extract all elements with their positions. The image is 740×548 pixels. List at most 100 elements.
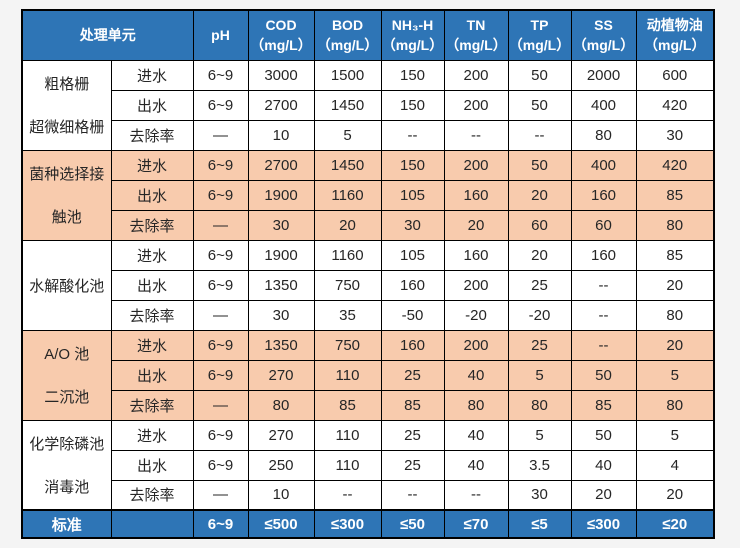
data-cell-cod: 80 — [247, 389, 315, 421]
phase-cell: 去除率 — [110, 389, 194, 421]
data-cell-tn: -- — [443, 479, 509, 511]
data-cell-tp: 30 — [507, 479, 572, 511]
phase-cell: 进水 — [110, 239, 194, 271]
data-cell-nh3-h: -- — [380, 119, 445, 151]
header-row: 处理单元 pH COD （mg/L） BOD （mg/L） NH₃-H （mg/L） TN （mg… — [21, 9, 715, 61]
ph-cell: 6~9 — [192, 419, 249, 451]
table-body: 粗格栅 超微细格栅 进水 6~9 3000 1500 150 200 50 2000 600 出水 6~… — [21, 59, 715, 539]
treatment-data-table: 处理单元 pH COD （mg/L） BOD （mg/L） NH₃-H （mg/L） TN （mg… — [21, 9, 715, 539]
data-cell-tn: 200 — [443, 59, 509, 91]
data-cell-bod: 750 — [313, 269, 382, 301]
data-cell-bod: 1160 — [313, 179, 382, 211]
data-cell-oil: 80 — [635, 299, 715, 331]
data-cell-cod: 270 — [247, 359, 315, 391]
data-cell-ss: 400 — [570, 149, 637, 181]
header-col-tp: TP （mg/L） — [507, 9, 572, 61]
ph-cell: 6~9 — [192, 269, 249, 301]
unit-name-line: 超微细格栅 — [29, 119, 105, 136]
header-col-ss: SS （mg/L） — [570, 9, 637, 61]
data-cell-oil: 4 — [635, 449, 715, 481]
data-cell-tn: -20 — [443, 299, 509, 331]
header-treatment-unit: 处理单元 — [21, 9, 194, 61]
data-cell-tp: 3.5 — [507, 449, 572, 481]
data-row: 菌种选择接 触池 进水 6~9 2700 1450 150 200 50 400 420 — [21, 149, 715, 241]
table-header: 处理单元 pH COD （mg/L） BOD （mg/L） NH₃-H （mg/L） TN （mg… — [21, 9, 715, 61]
data-cell-cod: 1900 — [247, 179, 315, 211]
data-cell-bod: 750 — [313, 329, 382, 361]
ph-cell: 6~9 — [192, 149, 249, 181]
standard-empty-cell — [110, 509, 194, 539]
data-cell-cod: 1900 — [247, 239, 315, 271]
unit-name-line: 二沉池 — [44, 389, 90, 406]
data-cell-oil: 20 — [635, 269, 715, 301]
unit-cell: 粗格栅 超微细格栅 — [21, 59, 112, 151]
phase-cell: 进水 — [110, 329, 194, 361]
phase-cell: 出水 — [110, 269, 194, 301]
data-cell-tn: -- — [443, 119, 509, 151]
header-param-unit: （mg/L） — [250, 37, 312, 54]
data-cell-bod: 110 — [313, 419, 382, 451]
data-cell-oil: 420 — [635, 149, 715, 181]
data-cell-ss: 160 — [570, 179, 637, 211]
header-param-unit: （mg/L） — [508, 37, 571, 54]
unit-name-line: 化学除磷池 — [29, 435, 105, 453]
data-cell-ss: -- — [570, 329, 637, 361]
unit-name: A/O 池二沉池 — [23, 332, 110, 418]
standard-row: 标准 6~9 ≤500 ≤300 ≤50 ≤70 ≤5 ≤300 ≤20 — [21, 509, 715, 539]
data-cell-ss: 2000 — [570, 59, 637, 91]
ph-cell: — — [192, 479, 249, 511]
data-cell-tn: 40 — [443, 419, 509, 451]
data-cell-tp: 60 — [507, 209, 572, 241]
data-cell-cod: 30 — [247, 299, 315, 331]
unit-name-line: 消毒池 — [44, 478, 90, 496]
data-cell-bod: 1450 — [313, 149, 382, 181]
data-cell-tp: 50 — [507, 149, 572, 181]
data-cell-cod: 270 — [247, 419, 315, 451]
standard-cell-oil: ≤20 — [635, 509, 715, 539]
data-cell-nh3-h: 150 — [380, 149, 445, 181]
data-cell-oil: 420 — [635, 89, 715, 121]
data-cell-cod: 10 — [247, 119, 315, 151]
standard-cell-ss: ≤300 — [570, 509, 637, 539]
phase-cell: 进水 — [110, 149, 194, 181]
header-col-oil: 动植物油 （mg/L） — [635, 9, 715, 61]
data-cell-oil: 80 — [635, 389, 715, 421]
data-cell-oil: 30 — [635, 119, 715, 151]
data-row: 去除率 —80 85 85 80 80 85 80 — [22, 389, 715, 421]
data-cell-oil: 20 — [635, 479, 715, 511]
data-cell-tp: 5 — [507, 359, 572, 391]
header-col-cod: COD （mg/L） — [247, 9, 315, 61]
data-cell-cod: 2700 — [247, 149, 315, 181]
header-param-name: 动植物油 — [646, 16, 703, 33]
data-cell-ss: -- — [570, 269, 637, 301]
data-cell-nh3-h: 85 — [380, 389, 445, 421]
unit-cell: A/O 池二沉池 — [21, 329, 112, 421]
data-cell-ss: 50 — [570, 359, 637, 391]
data-cell-nh3-h: 25 — [380, 419, 445, 451]
unit-name-line: A/O 池 — [44, 346, 90, 363]
ph-cell: — — [192, 119, 249, 151]
data-cell-ss: 85 — [570, 389, 637, 421]
data-cell-tn: 80 — [443, 389, 509, 421]
data-cell-tp: 25 — [507, 329, 572, 361]
standard-cell-tn: ≤70 — [443, 509, 509, 539]
data-cell-tn: 40 — [443, 449, 509, 481]
ph-cell: 6~9 — [192, 179, 249, 211]
ph-cell: 6~9 — [192, 329, 249, 361]
standard-cell-nh3-h: ≤50 — [380, 509, 445, 539]
data-cell-ss: 160 — [570, 239, 637, 271]
data-cell-nh3-h: 150 — [380, 89, 445, 121]
standard-label: 标准 — [21, 509, 112, 539]
header-param-name: COD — [265, 16, 297, 33]
data-cell-nh3-h: 25 — [380, 359, 445, 391]
data-cell-tn: 160 — [443, 179, 509, 211]
data-row: 去除率 —30 35 -50 -20 -20 -- 80 — [22, 299, 715, 331]
data-cell-oil: 85 — [635, 179, 715, 211]
header-param-unit: （mg/L） — [644, 37, 706, 54]
phase-cell: 去除率 — [110, 299, 194, 331]
header-col-tn: TN （mg/L） — [443, 9, 509, 61]
data-cell-bod: 5 — [313, 119, 382, 151]
unit-cell: 菌种选择接 触池 — [21, 149, 112, 241]
data-row: 出水 6~9 1350 750 160 200 25 -- 20 — [22, 269, 715, 301]
header-param-name: TP — [530, 16, 549, 33]
